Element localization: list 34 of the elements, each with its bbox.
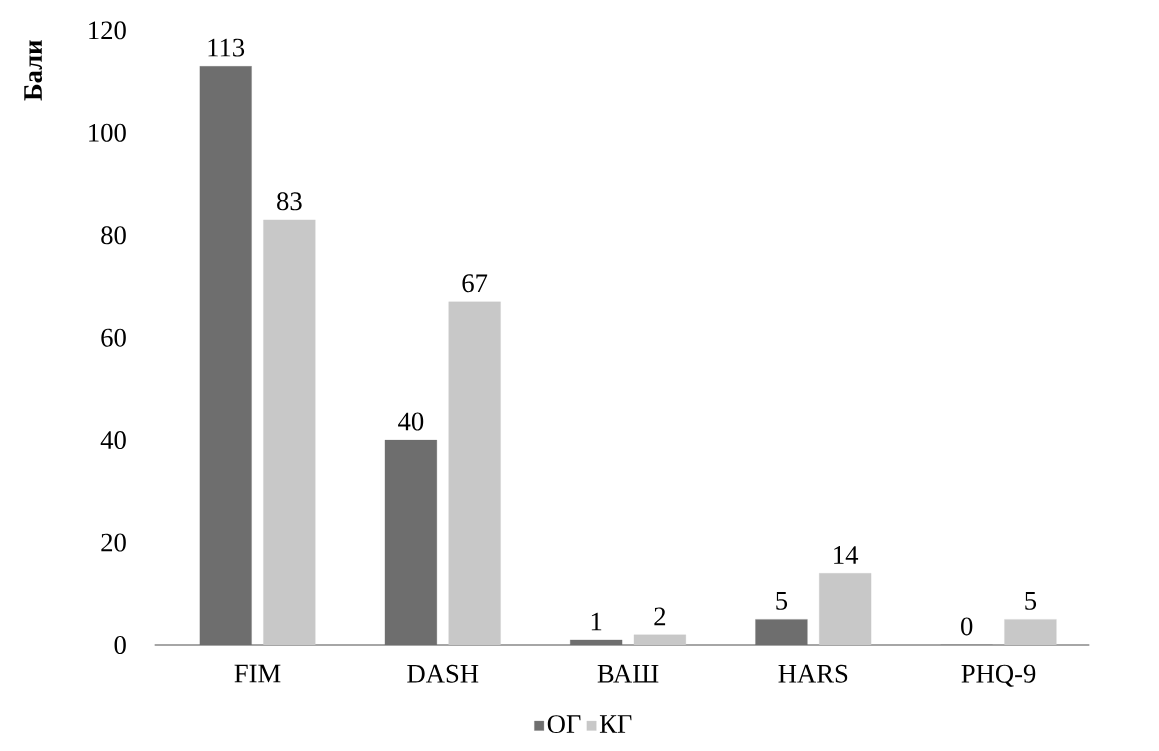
x-tick-label: HARS [778, 664, 848, 683]
x-tick-label: PHQ-9 [961, 664, 1036, 687]
data-label: 2 [654, 607, 666, 626]
bar [819, 573, 872, 645]
x-tick-label: FIM [234, 664, 281, 683]
y-tick-label: 120 [89, 21, 126, 40]
legend-label: КГ [599, 715, 632, 733]
y-tick-label: 0 [114, 636, 126, 654]
bar [384, 439, 437, 645]
y-axis-title: Бали [24, 40, 43, 101]
data-label: 0 [961, 617, 973, 636]
data-label: 1 [591, 612, 602, 631]
legend-label: ОГ [547, 715, 581, 734]
bar [570, 639, 623, 645]
y-tick-label: 100 [89, 123, 126, 142]
x-tick-label: ВАШ [597, 664, 659, 683]
data-label: 67 [462, 274, 488, 293]
data-label: 40 [398, 412, 424, 431]
data-label: 5 [776, 592, 788, 610]
bar [633, 634, 686, 645]
data-label: 14 [834, 546, 859, 564]
bar [199, 66, 252, 645]
y-tick-label: 60 [101, 328, 126, 347]
bar [448, 301, 501, 645]
data-label: 5 [1025, 592, 1037, 610]
bar [1004, 619, 1057, 645]
y-tick-label: 20 [101, 533, 126, 552]
bar [755, 619, 808, 645]
x-tick-label: DASH [407, 664, 479, 683]
y-tick-label: 80 [101, 226, 126, 245]
bar [263, 219, 316, 645]
data-label: 113 [208, 38, 245, 57]
data-label: 83 [277, 192, 302, 211]
y-tick-label: 40 [100, 431, 126, 450]
